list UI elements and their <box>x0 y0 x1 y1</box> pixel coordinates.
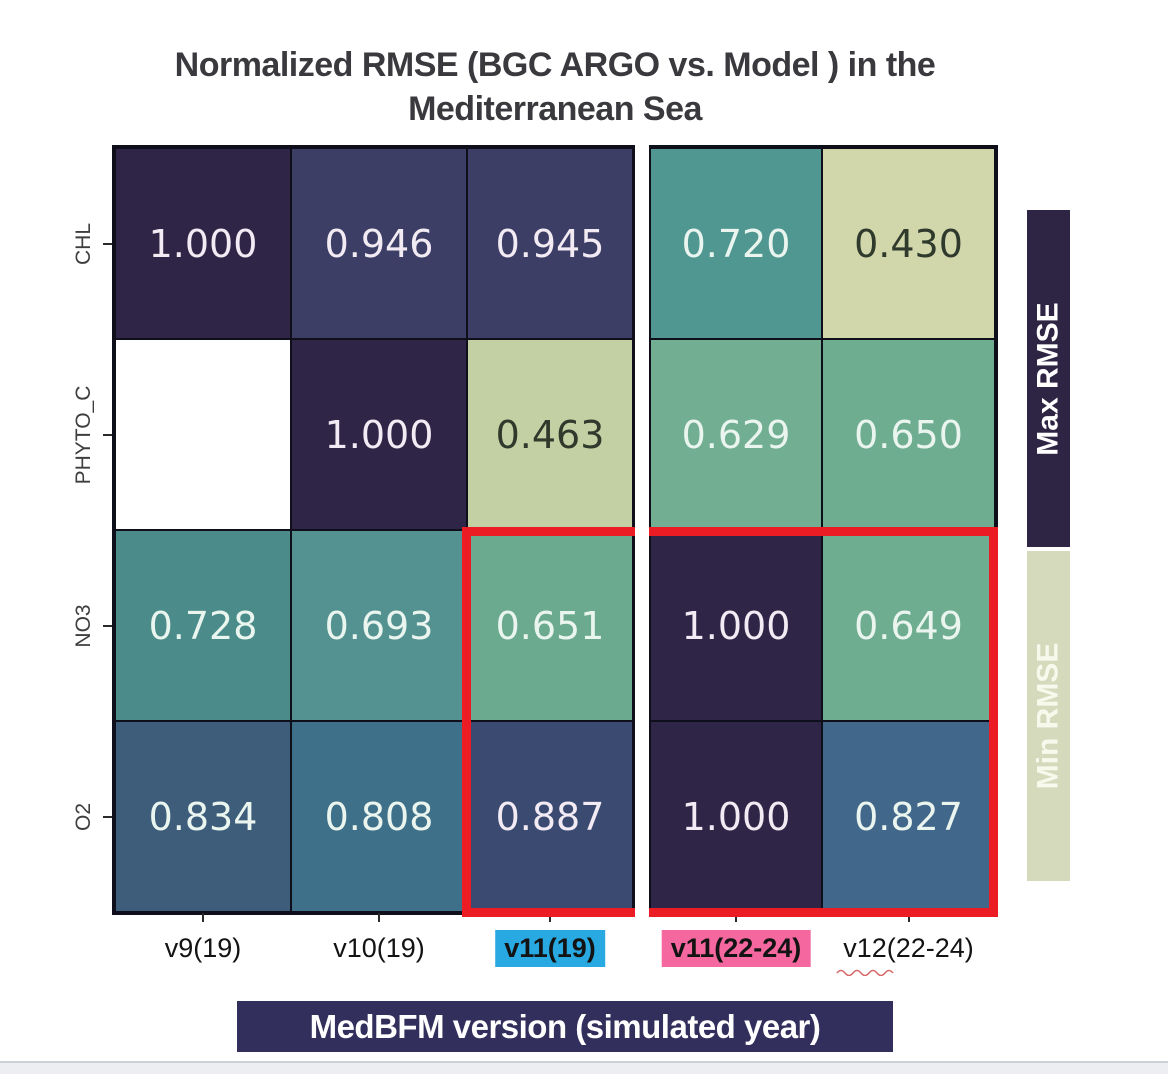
x-axis-tick <box>735 913 737 922</box>
heatmap-cell-CHL-v10(19): 0.946 <box>292 149 466 338</box>
heatmap-plot-area: 1.000 0.946 0.945 0.720 0.430 1.000 0.463 0.629… <box>115 148 995 912</box>
x-axis-label-v9(19): v9(19) <box>164 933 242 963</box>
x-axis-tick <box>202 913 204 922</box>
x-axis-label-v11(19): v11(19) <box>495 930 605 967</box>
heatmap-cell-PHYTO_C-v11(22-24): 0.629 <box>651 340 821 529</box>
heatmap-cell-CHL-v9(19): 1.000 <box>116 149 290 338</box>
y-axis-tick <box>103 433 112 436</box>
spellcheck-squiggle-icon <box>835 969 894 976</box>
heatmap-cell-O2-v9(19): 0.834 <box>116 722 290 911</box>
heatmap-cell-NO3-v9(19): 0.728 <box>116 531 290 720</box>
y-axis-tick <box>103 242 112 245</box>
heatmap-cell-PHYTO_C-v11(19): 0.463 <box>468 340 632 529</box>
column-separator-gap <box>635 143 649 919</box>
chart-title-line2: Mediterranean Sea <box>408 90 702 128</box>
legend-max-rmse: Max RMSE <box>1027 210 1070 547</box>
y-axis-label-NO3: NO3 <box>72 603 95 648</box>
x-axis-label-v10(19): v10(19) <box>333 933 425 963</box>
legend-max-label: Max RMSE <box>1031 301 1065 456</box>
x-axis-label-v11(22-24): v11(22-24) <box>661 930 811 967</box>
y-axis-label-PHYTO_C: PHYTO_C <box>72 385 95 484</box>
heatmap-cell-NO3-v10(19): 0.693 <box>292 531 466 720</box>
heatmap-cell-O2-v11(19): 0.887 <box>468 722 632 911</box>
heatmap-cell-PHYTO_C-v10(19): 1.000 <box>292 340 466 529</box>
heatmap-cell-O2-v12(22-24): 0.827 <box>823 722 994 911</box>
red-highlight-rectangle <box>462 527 998 917</box>
x-axis-tick <box>378 913 380 922</box>
y-axis-label-CHL: CHL <box>72 222 95 265</box>
heatmap-cell-O2-v10(19): 0.808 <box>292 722 466 911</box>
chart-title-line1: Normalized RMSE (BGC ARGO vs. Model ) in… <box>174 46 936 84</box>
y-axis-tick <box>103 624 112 627</box>
y-axis-tick <box>103 815 112 818</box>
heatmap-cell-NO3-v11(19): 0.651 <box>468 531 632 720</box>
heatmap-cell-PHYTO_C-v12(22-24): 0.650 <box>823 340 994 529</box>
x-axis-tick <box>549 913 551 922</box>
x-axis-tick <box>907 913 910 922</box>
heatmap-cell-NO3-v12(22-24): 0.649 <box>823 531 994 720</box>
legend-min-label: Min RMSE <box>1031 642 1065 790</box>
heatmap-cell-O2-v11(22-24): 1.000 <box>651 722 821 911</box>
x-axis-title: MedBFM version (simulated year) <box>237 1001 893 1052</box>
heatmap-cell-NO3-v11(22-24): 1.000 <box>651 531 821 720</box>
legend-min-rmse: Min RMSE <box>1027 551 1070 881</box>
y-axis-label-O2: O2 <box>72 802 95 831</box>
heatmap-cell-PHYTO_C-v9(19) <box>116 340 290 529</box>
heatmap-cell-CHL-v11(22-24): 0.720 <box>651 149 821 338</box>
heatmap-cell-CHL-v11(19): 0.945 <box>468 149 632 338</box>
x-axis-label-v12(22-24): v12(22-24) <box>843 933 974 963</box>
heatmap-cell-CHL-v12(22-24): 0.430 <box>823 149 994 338</box>
bottom-divider-bar <box>0 1061 1168 1074</box>
